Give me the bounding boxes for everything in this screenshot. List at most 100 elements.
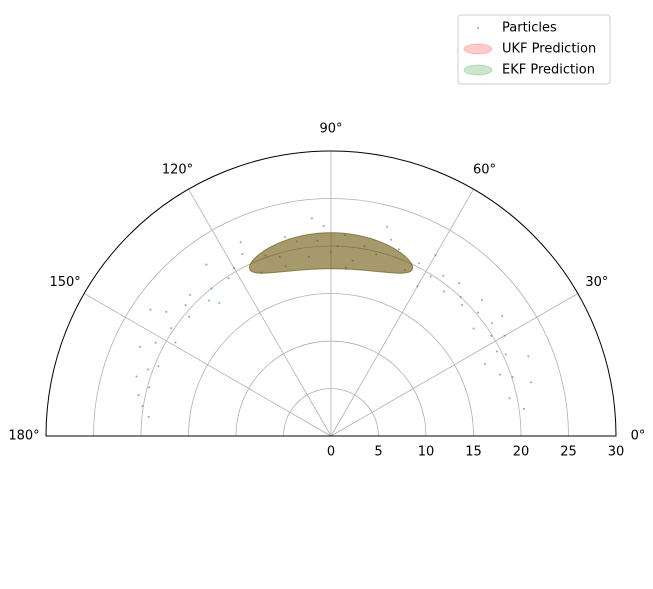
particle bbox=[227, 277, 230, 280]
particle bbox=[207, 299, 210, 302]
particle bbox=[460, 304, 463, 307]
particle bbox=[498, 373, 501, 376]
particle bbox=[154, 341, 157, 344]
legend-patch bbox=[463, 43, 493, 55]
particle bbox=[397, 248, 400, 251]
particle bbox=[233, 267, 236, 270]
particle bbox=[322, 225, 325, 228]
theta-tick-label: 180° bbox=[8, 429, 39, 444]
particle bbox=[417, 262, 420, 265]
grid-spoke bbox=[188, 188, 332, 437]
particle bbox=[344, 266, 347, 269]
particle bbox=[363, 245, 366, 248]
particle bbox=[146, 368, 149, 371]
particle bbox=[218, 301, 221, 304]
particle bbox=[503, 334, 506, 337]
particle bbox=[527, 355, 530, 358]
particle bbox=[495, 350, 498, 353]
particle bbox=[284, 235, 287, 238]
particle bbox=[522, 407, 525, 410]
legend: Particles UKF Prediction EKF Prediction bbox=[457, 14, 611, 85]
particle bbox=[501, 315, 504, 318]
particle bbox=[170, 327, 173, 330]
particle bbox=[351, 259, 354, 262]
particle bbox=[484, 363, 487, 366]
particle bbox=[434, 254, 437, 257]
particle bbox=[157, 365, 160, 368]
r-tick-label: 30 bbox=[608, 445, 625, 460]
r-tick-label: 10 bbox=[418, 445, 435, 460]
prediction-ellipse bbox=[248, 232, 414, 274]
particle bbox=[511, 375, 514, 378]
theta-tick-label: 150° bbox=[49, 275, 80, 290]
particle bbox=[490, 334, 493, 337]
particle bbox=[278, 256, 281, 259]
particle bbox=[205, 263, 208, 266]
particle bbox=[149, 308, 152, 311]
particle bbox=[135, 375, 138, 378]
particle bbox=[184, 304, 187, 307]
particle bbox=[504, 353, 507, 356]
particle bbox=[147, 415, 150, 418]
particle bbox=[472, 327, 475, 330]
theta-tick-label: 30° bbox=[585, 275, 608, 290]
r-tick-label: 25 bbox=[560, 445, 577, 460]
legend-label: UKF Prediction bbox=[502, 42, 596, 57]
particle bbox=[137, 394, 140, 397]
grid-spoke bbox=[330, 188, 474, 437]
particle bbox=[264, 254, 267, 257]
particle bbox=[442, 290, 445, 293]
particle bbox=[239, 241, 242, 244]
legend-box bbox=[457, 14, 611, 85]
particle bbox=[530, 381, 533, 384]
particle bbox=[481, 298, 484, 301]
particle bbox=[174, 341, 177, 344]
particle bbox=[442, 274, 445, 277]
particle bbox=[330, 250, 332, 253]
particle bbox=[477, 311, 480, 314]
particle bbox=[403, 269, 406, 272]
theta-tick-label: 60° bbox=[473, 163, 496, 178]
particle bbox=[389, 238, 392, 241]
particle bbox=[210, 287, 213, 290]
particle bbox=[165, 310, 168, 313]
particle bbox=[316, 239, 319, 242]
particle bbox=[141, 405, 144, 408]
particle bbox=[459, 296, 462, 299]
legend-marker bbox=[477, 27, 479, 29]
particle bbox=[308, 255, 311, 258]
legend-label: EKF Prediction bbox=[502, 63, 595, 78]
theta-tick-label: 120° bbox=[162, 163, 193, 178]
particle bbox=[295, 240, 298, 243]
prediction-ellipse bbox=[248, 232, 414, 274]
grid-spoke bbox=[330, 293, 579, 437]
legend-label: Particles bbox=[502, 21, 557, 36]
polar-frame bbox=[45, 150, 617, 437]
grid-spoke bbox=[83, 293, 332, 437]
r-tick-label: 15 bbox=[465, 445, 482, 460]
legend-patch bbox=[463, 64, 493, 76]
particle bbox=[188, 293, 191, 296]
particle bbox=[260, 271, 263, 274]
particle bbox=[491, 322, 494, 325]
particle bbox=[241, 253, 244, 256]
particle bbox=[386, 225, 389, 228]
particle bbox=[344, 234, 347, 237]
particle bbox=[138, 345, 141, 348]
particle bbox=[148, 386, 151, 389]
particle bbox=[375, 253, 378, 256]
particle bbox=[336, 245, 339, 248]
particle bbox=[429, 275, 432, 278]
particle bbox=[508, 397, 511, 400]
particle bbox=[188, 315, 191, 318]
theta-tick-label: 0° bbox=[631, 429, 646, 444]
r-tick-label: 0 bbox=[327, 445, 335, 460]
particle bbox=[310, 217, 313, 220]
r-tick-label: 5 bbox=[374, 445, 382, 460]
particle bbox=[416, 285, 419, 288]
particle bbox=[458, 282, 461, 285]
particle bbox=[284, 265, 287, 268]
r-tick-label: 20 bbox=[513, 445, 530, 460]
theta-tick-label: 90° bbox=[319, 122, 342, 137]
